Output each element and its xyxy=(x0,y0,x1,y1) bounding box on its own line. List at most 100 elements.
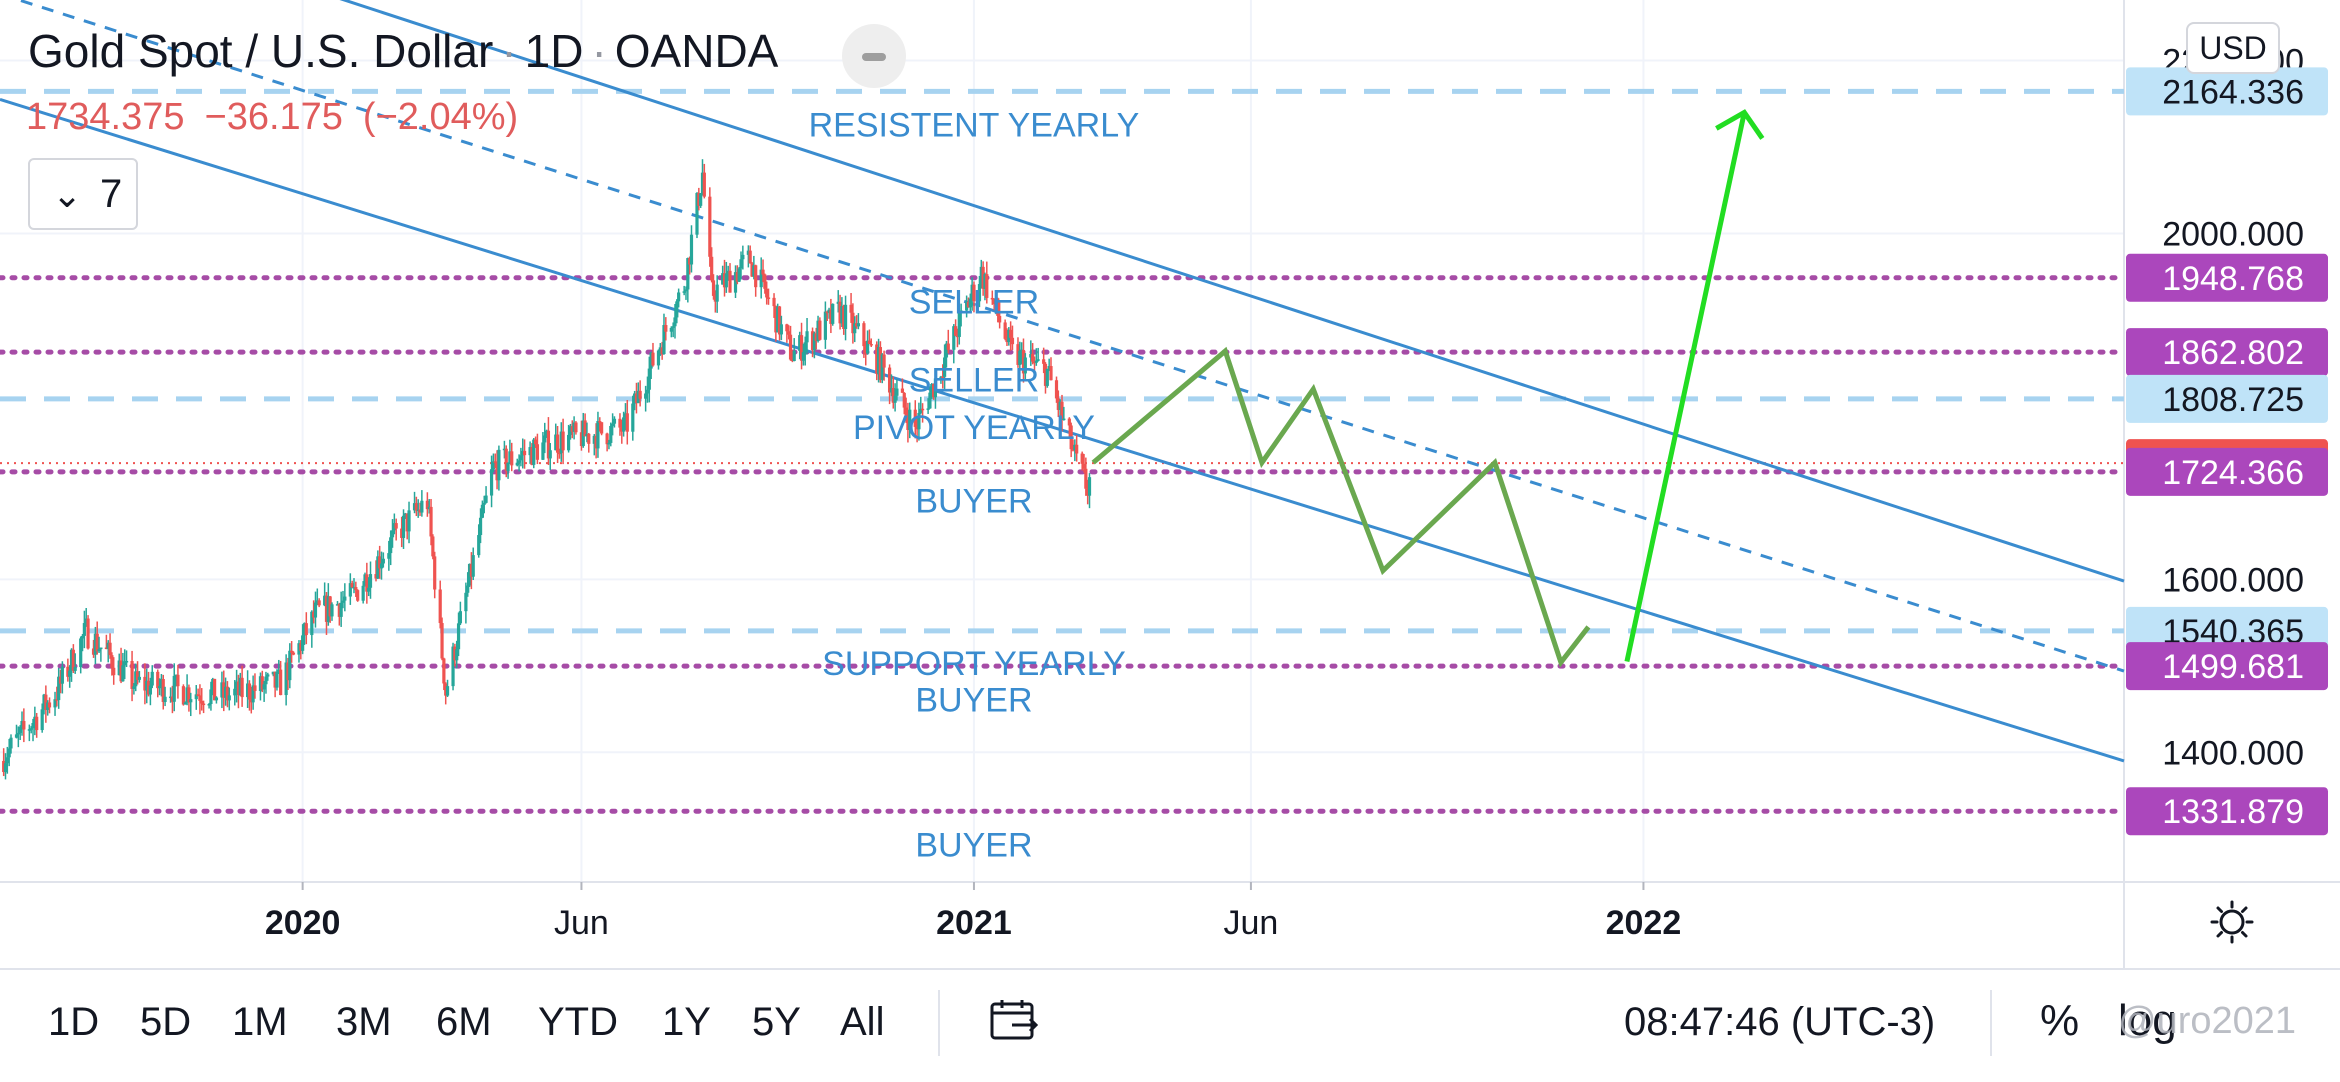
candle-body xyxy=(146,680,151,695)
price-chart[interactable]: RESISTENT YEARLY SELLER SELLER PIVOT YEARLY… xyxy=(0,0,2340,968)
level-annotation: BUYER xyxy=(915,681,1032,719)
candle-body xyxy=(491,461,495,470)
candle-body xyxy=(290,650,294,653)
candle-body xyxy=(1084,468,1088,489)
candle-body xyxy=(544,430,549,436)
candle-body xyxy=(853,323,857,334)
candle-body xyxy=(220,682,224,698)
candle-body xyxy=(561,431,565,451)
level-annotation: SUPPORT YEARLY xyxy=(822,645,1126,683)
price-label-text: 1862.802 xyxy=(2162,334,2304,372)
candle-body xyxy=(163,696,167,703)
candle-body xyxy=(528,447,532,456)
candle-body xyxy=(675,301,679,318)
range-button-all[interactable]: All xyxy=(840,1000,885,1044)
candle-body xyxy=(5,757,9,764)
candle-body xyxy=(1082,463,1086,469)
toolbar-divider xyxy=(938,990,940,1056)
price-label-box xyxy=(2126,253,2328,302)
range-button-5y[interactable]: 5Y xyxy=(752,1000,801,1044)
candle-body xyxy=(407,510,411,532)
candle-body xyxy=(555,434,560,453)
candle-body xyxy=(913,409,917,427)
indicators-toggle-button[interactable]: ⌄ 7 xyxy=(28,158,138,230)
candle-body xyxy=(992,298,996,305)
settings-gear-icon[interactable] xyxy=(2208,898,2256,946)
candle-body xyxy=(862,323,866,347)
currency-button[interactable]: USD xyxy=(2186,22,2280,74)
target-arrow-shaft xyxy=(1624,111,1747,663)
candle-body xyxy=(1009,329,1013,338)
go-to-date-calendar-icon[interactable] xyxy=(990,998,1040,1042)
last-price: 1734.375 xyxy=(26,96,185,138)
candle-body xyxy=(966,301,971,308)
candle-body xyxy=(119,660,123,682)
candle-body xyxy=(952,326,956,350)
candle-body xyxy=(112,667,116,676)
candle-body xyxy=(669,327,673,332)
candle-body xyxy=(299,643,303,651)
percent-scale-toggle[interactable]: % xyxy=(2040,996,2080,1045)
candle-body xyxy=(451,646,455,687)
candle-body xyxy=(412,503,417,511)
candle-body xyxy=(330,604,334,617)
range-button-1y[interactable]: 1Y xyxy=(662,1000,711,1044)
range-button-3m[interactable]: 3M xyxy=(336,1000,392,1044)
candle-body xyxy=(594,435,598,449)
candle-body xyxy=(700,172,705,194)
candle-body xyxy=(838,301,842,324)
range-button-1m[interactable]: 1M xyxy=(232,1000,288,1044)
indicators-count: 7 xyxy=(100,172,123,216)
log-scale-toggle[interactable]: log xyxy=(2118,996,2177,1045)
candle-body xyxy=(600,422,604,434)
candle-body xyxy=(792,350,796,362)
candle-body xyxy=(849,304,853,313)
candle-body xyxy=(752,265,756,277)
candle-body xyxy=(196,694,200,696)
candle-body xyxy=(227,695,231,701)
price-label-box xyxy=(2126,787,2328,836)
candle-body xyxy=(748,250,752,264)
symbol-name: Gold Spot / U.S. Dollar xyxy=(28,25,494,77)
candle-body xyxy=(656,350,661,366)
candle-body xyxy=(104,647,108,650)
candle-body xyxy=(225,686,230,701)
collapse-legend-button[interactable] xyxy=(842,24,906,88)
candle-body xyxy=(546,430,551,459)
candle-body xyxy=(198,695,202,701)
candle-body xyxy=(906,416,910,430)
candle-body xyxy=(444,683,448,696)
candle-body xyxy=(739,259,743,269)
range-button-ytd[interactable]: YTD xyxy=(538,1000,618,1044)
candle-body xyxy=(82,623,86,636)
symbol-title[interactable]: Gold Spot / U.S. Dollar · 1D · OANDA xyxy=(28,25,779,77)
candle-body xyxy=(799,335,804,361)
candle-body xyxy=(117,660,121,676)
candle-body xyxy=(1069,425,1073,450)
candle-body xyxy=(664,325,668,332)
candle-body xyxy=(1043,363,1048,386)
candle-body xyxy=(3,763,8,773)
exchange-clock[interactable]: 08:47:46 (UTC-3) xyxy=(1624,1000,1936,1044)
candle-body xyxy=(620,427,624,432)
candle-body xyxy=(324,595,329,622)
candle-body xyxy=(394,523,398,529)
range-button-1d[interactable]: 1D xyxy=(48,1000,100,1044)
level-annotation: PIVOT YEARLY xyxy=(853,409,1095,447)
candle-body xyxy=(765,288,769,298)
candle-body xyxy=(400,528,404,538)
candle-body xyxy=(721,273,725,285)
candle-body xyxy=(224,686,228,698)
candle-body xyxy=(1005,338,1009,343)
candle-body xyxy=(156,671,160,689)
chevron-down-icon: ⌄ xyxy=(52,174,83,215)
candle-body xyxy=(392,523,396,531)
candle-body xyxy=(315,600,319,603)
range-button-5d[interactable]: 5D xyxy=(140,1000,192,1044)
level-annotation: BUYER xyxy=(915,483,1032,521)
candle-body xyxy=(598,421,602,423)
candle-body xyxy=(587,433,591,444)
author-watermark: @uro2021 xyxy=(2118,1000,2297,1042)
range-button-6m[interactable]: 6M xyxy=(436,1000,492,1044)
candle-body xyxy=(348,583,352,597)
